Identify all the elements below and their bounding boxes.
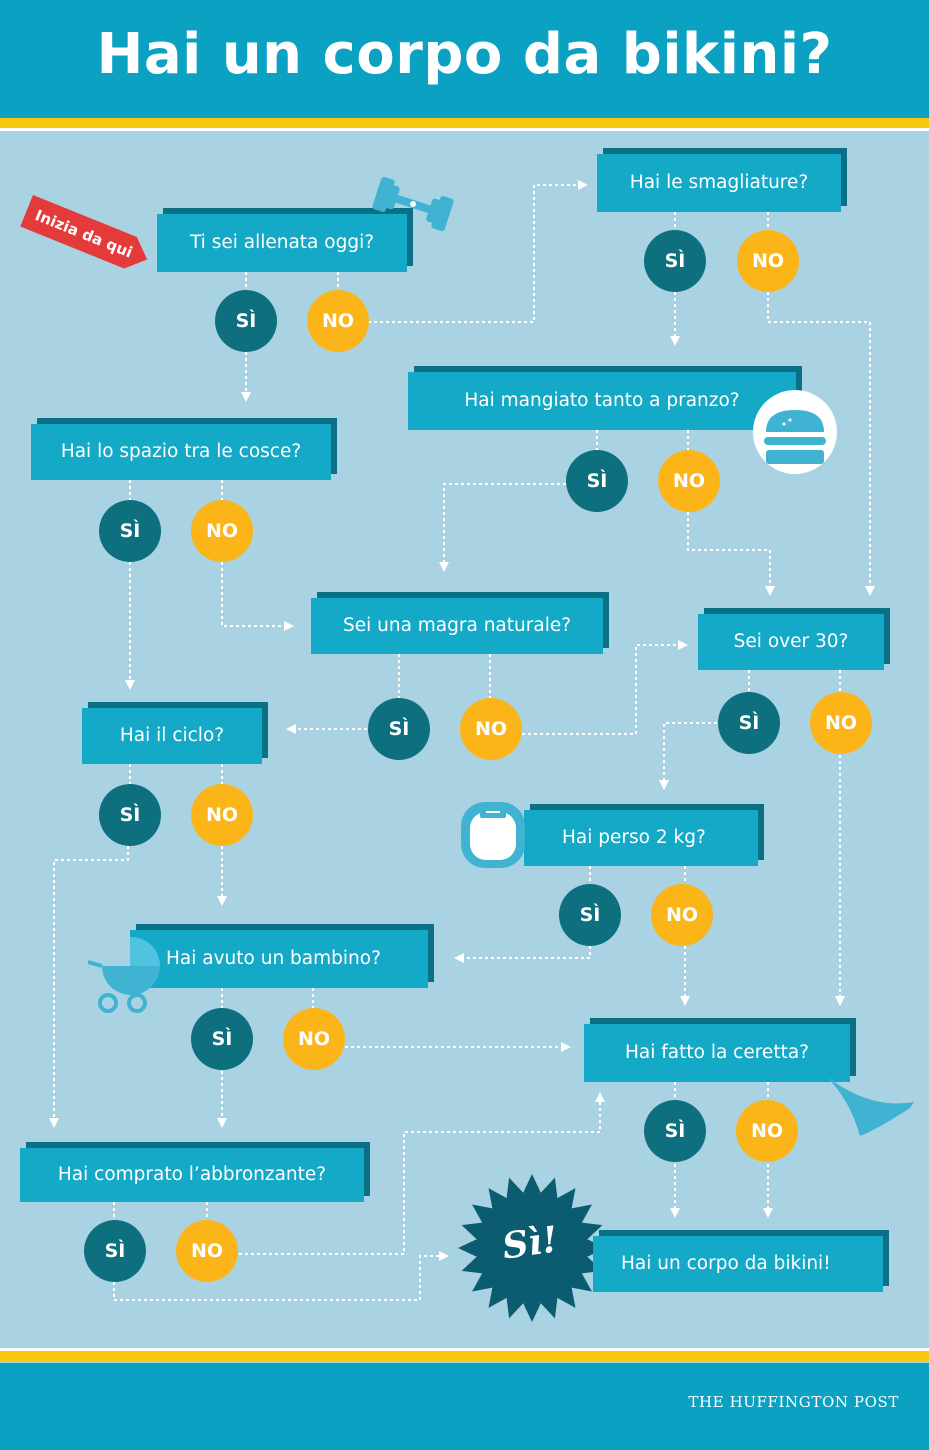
burger-icon — [753, 390, 837, 474]
answer-yes: SÌ — [99, 784, 161, 846]
header-stripe — [0, 118, 929, 128]
question-box: Hai perso 2 kg? — [524, 810, 758, 866]
answer-no: NO — [810, 692, 872, 754]
dumbbell-icon — [372, 176, 454, 232]
stem-q11 — [113, 1202, 208, 1220]
scale-icon — [461, 802, 525, 868]
stroller-icon — [87, 936, 160, 1013]
answer-no: NO — [191, 784, 253, 846]
question-box: Hai le smagliature? — [597, 154, 841, 212]
question-box: Sei over 30? — [698, 614, 884, 670]
answer-no: NO — [737, 230, 799, 292]
link-q5-no — [522, 640, 688, 735]
answer-yes: SÌ — [215, 290, 277, 352]
link-q8-si — [454, 946, 591, 963]
answer-yes: SÌ — [559, 884, 621, 946]
link-q3-no — [687, 512, 775, 596]
answer-no: NO — [658, 450, 720, 512]
link-q2-no — [767, 292, 875, 596]
link-q1-no — [368, 180, 588, 323]
question-box: Hai lo spazio tra le cosce? — [31, 424, 331, 480]
header: Hai un corpo da bikini? — [0, 0, 929, 118]
link-q4-no — [221, 562, 294, 631]
link-q7-si — [49, 846, 129, 1128]
answer-yes: SÌ — [718, 692, 780, 754]
question-box: Sei una magra naturale? — [311, 598, 603, 654]
answer-no: NO — [176, 1220, 238, 1282]
link-q11-no — [239, 1092, 605, 1255]
answer-no: NO — [736, 1100, 798, 1162]
stem-q10 — [674, 1082, 769, 1100]
header-stripe-white — [0, 128, 929, 131]
result-box: Hai un corpo da bikini! — [593, 1236, 883, 1292]
answer-yes: SÌ — [566, 450, 628, 512]
question-box: Hai comprato l’abbronzante? — [20, 1148, 364, 1202]
question-box: Hai il ciclo? — [82, 708, 262, 764]
footer: THE HUFFINGTON POST — [0, 1363, 929, 1450]
question-box: Hai fatto la ceretta? — [584, 1024, 850, 1082]
question-box: Ti sei allenata oggi? — [157, 214, 407, 272]
link-q11-si — [113, 1251, 449, 1301]
bikini-bottom-icon — [826, 1076, 914, 1136]
answer-yes: SÌ — [191, 1008, 253, 1070]
answer-no: NO — [651, 884, 713, 946]
answer-yes: SÌ — [644, 230, 706, 292]
answer-yes: SÌ — [644, 1100, 706, 1162]
link-q3-si — [439, 483, 566, 572]
answer-no: NO — [283, 1008, 345, 1070]
brand-logo: THE HUFFINGTON POST — [688, 1393, 899, 1411]
answer-yes: SÌ — [99, 500, 161, 562]
answer-no: NO — [191, 500, 253, 562]
question-box: Hai mangiato tanto a pranzo? — [408, 372, 796, 430]
question-box: Hai avuto un bambino? — [130, 930, 428, 988]
answer-no: NO — [460, 698, 522, 760]
page-title: Hai un corpo da bikini? — [96, 22, 833, 87]
footer-stripe — [0, 1351, 929, 1361]
stem-q2 — [674, 212, 769, 228]
footer-stripe-white — [0, 1348, 929, 1351]
answer-yes: SÌ — [368, 698, 430, 760]
result-burst-icon — [458, 1174, 606, 1322]
stem-q5 — [398, 654, 491, 698]
answer-yes: SÌ — [84, 1220, 146, 1282]
stem-q8 — [589, 866, 686, 884]
stem-q6 — [748, 670, 841, 692]
answer-no: NO — [307, 290, 369, 352]
